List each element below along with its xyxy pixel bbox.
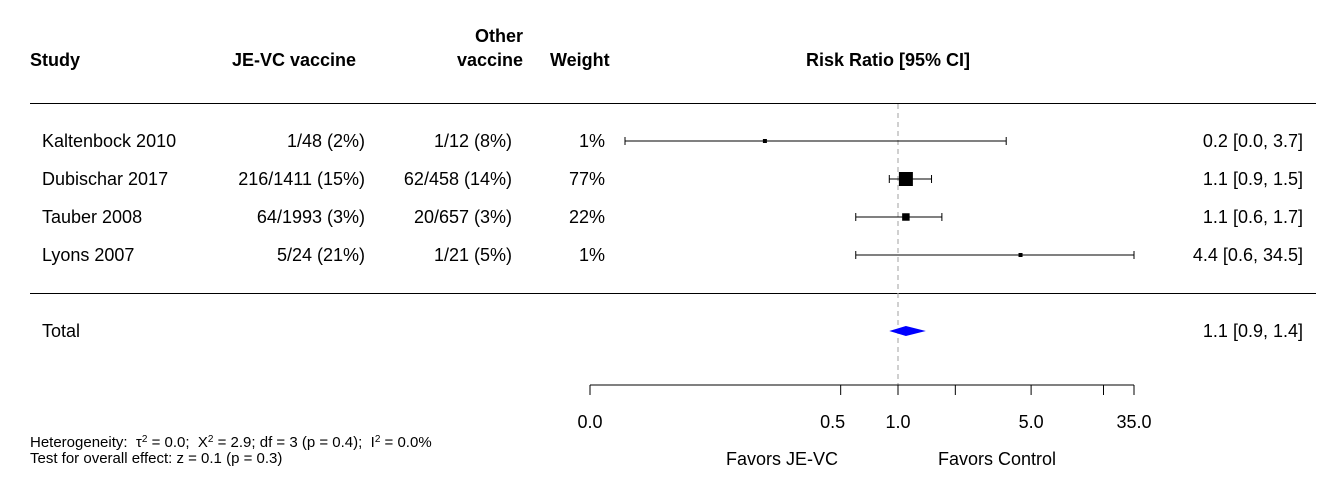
study-treatment: 216/1411 (15%) bbox=[238, 169, 365, 189]
favors-treatment-label: Favors JE-VC bbox=[726, 449, 839, 469]
study-ci-text: 1.1 [0.9, 1.5] bbox=[1202, 169, 1303, 189]
heterogeneity-label: Heterogeneity: bbox=[30, 434, 128, 451]
study-treatment: 5/24 (21%) bbox=[276, 245, 365, 265]
x-tick-label: 0.0 bbox=[577, 412, 602, 432]
x-tick-label: 1.0 bbox=[885, 412, 910, 432]
total-divider bbox=[30, 293, 1316, 294]
study-treatment: 1/48 (2%) bbox=[286, 131, 365, 151]
study-ci-text: 4.4 [0.6, 34.5] bbox=[1192, 245, 1303, 265]
x-tick-label: 5.0 bbox=[1019, 412, 1044, 432]
study-weight: 1% bbox=[578, 131, 605, 151]
point-estimate bbox=[1018, 253, 1023, 257]
study-treatment: 64/1993 (3%) bbox=[256, 207, 365, 227]
i-value: = 0.0% bbox=[380, 434, 432, 451]
study-name: Tauber 2008 bbox=[42, 207, 143, 227]
tau-symbol: τ bbox=[135, 434, 142, 451]
study-weight: 1% bbox=[578, 245, 605, 265]
summary-diamond bbox=[889, 326, 926, 336]
study-weight: 77% bbox=[568, 169, 605, 189]
study-control: 62/458 (14%) bbox=[403, 169, 512, 189]
study-ci-text: 0.2 [0.0, 3.7] bbox=[1202, 131, 1303, 151]
favors-control-label: Favors Control bbox=[938, 449, 1057, 469]
i-square: 2 bbox=[374, 434, 381, 445]
study-control: 1/21 (5%) bbox=[433, 245, 512, 265]
study-ci-text: 1.1 [0.6, 1.7] bbox=[1202, 207, 1303, 227]
header-effect: Risk Ratio [95% CI] bbox=[806, 50, 971, 70]
i-symbol: I bbox=[370, 434, 375, 451]
overall-effect-text: Test for overall effect: z = 0.1 (p = 0.… bbox=[30, 450, 283, 467]
chi-square: 2 bbox=[207, 434, 214, 445]
chi-symbol: Χ bbox=[197, 434, 208, 451]
header-divider bbox=[30, 103, 1316, 104]
tau-square: 2 bbox=[141, 434, 148, 445]
study-name: Dubischar 2017 bbox=[42, 169, 169, 189]
study-control: 1/12 (8%) bbox=[433, 131, 512, 151]
study-name: Kaltenbock 2010 bbox=[42, 131, 177, 151]
header-control-line2: vaccine bbox=[456, 50, 523, 70]
tau-value: = 0.0; bbox=[147, 434, 190, 451]
study-weight: 22% bbox=[568, 207, 605, 227]
header-treatment: JE-VC vaccine bbox=[232, 50, 357, 70]
point-estimate bbox=[898, 172, 913, 186]
study-control: 20/657 (3%) bbox=[413, 207, 512, 227]
chi-value: = 2.9; df = 3 (p = 0.4); bbox=[213, 434, 363, 451]
header-study: Study bbox=[30, 50, 81, 70]
total-label: Total bbox=[42, 321, 81, 341]
study-name: Lyons 2007 bbox=[42, 245, 135, 265]
point-estimate bbox=[762, 139, 767, 143]
point-estimate bbox=[902, 213, 910, 221]
heterogeneity-text: Heterogeneity: τ2 = 0.0; Χ2 = 2.9; df = … bbox=[30, 434, 432, 451]
x-tick-label: 0.5 bbox=[820, 412, 845, 432]
x-tick-label: 35.0 bbox=[1116, 412, 1151, 432]
header-control-line1: Other bbox=[474, 26, 523, 46]
header-weight: Weight bbox=[550, 50, 610, 70]
total-ci-text: 1.1 [0.9, 1.4] bbox=[1202, 321, 1303, 341]
